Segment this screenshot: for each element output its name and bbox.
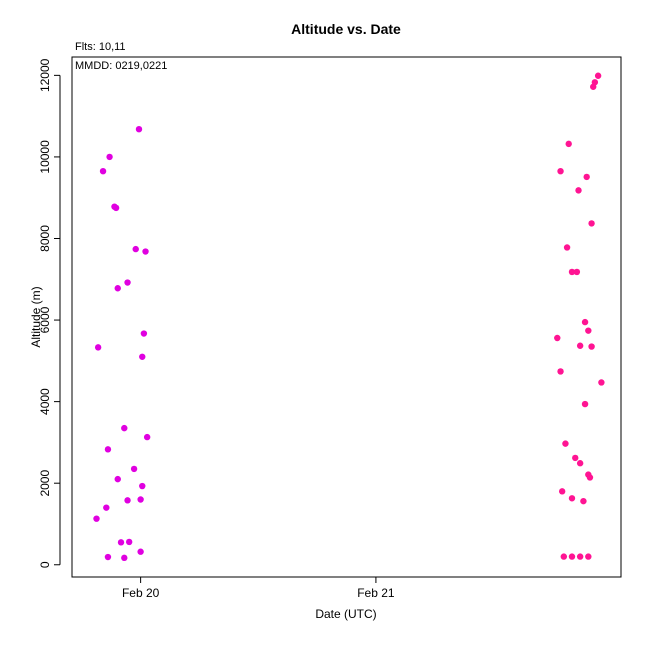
y-tick-label: 6000: [38, 306, 52, 333]
data-point: [140, 330, 148, 337]
data-point: [585, 327, 592, 334]
y-axis: 0 2000 4000 6000 8000 10000 12000: [38, 58, 61, 568]
data-point: [137, 548, 144, 555]
data-point: [112, 204, 120, 212]
data-point: [557, 368, 564, 375]
data-point: [124, 497, 131, 504]
data-point: [103, 504, 110, 511]
data-point: [135, 125, 143, 133]
data-point: [576, 553, 584, 560]
x-axis: Feb 20 Feb 21: [122, 576, 395, 600]
data-point: [573, 268, 581, 276]
plot-frame: [71, 56, 622, 578]
data-point: [594, 72, 602, 79]
data-point: [557, 167, 564, 175]
y-tick-label: 0: [38, 561, 52, 568]
data-point: [568, 553, 576, 560]
data-point: [575, 187, 582, 194]
data-point: [125, 538, 133, 546]
y-tick-label: 10000: [38, 140, 52, 174]
data-point: [139, 482, 146, 490]
y-tick-label: 12000: [38, 58, 52, 92]
data-point: [563, 244, 571, 251]
y-tick-label: 2000: [38, 470, 52, 497]
data-point: [581, 318, 589, 326]
data-point: [554, 334, 561, 342]
data-point: [139, 353, 146, 360]
data-point: [585, 553, 592, 560]
data-point: [130, 465, 138, 473]
data-point: [121, 424, 128, 432]
data-point: [562, 440, 569, 447]
y-axis-label: Altitude (m): [29, 286, 43, 347]
data-point: [580, 497, 587, 505]
data-point: [598, 379, 605, 386]
data-point: [143, 433, 151, 441]
data-point: [99, 167, 107, 175]
data-point: [558, 488, 566, 495]
data-point: [114, 475, 121, 483]
data-point: [560, 553, 568, 560]
x-axis-label: Date (UTC): [315, 607, 376, 621]
data-point: [588, 343, 595, 350]
data-point: [142, 248, 149, 255]
data-point: [565, 140, 572, 148]
mmdd-annotation: MMDD: 0219,0221: [75, 60, 167, 72]
data-point: [588, 220, 595, 227]
data-point: [576, 460, 584, 467]
data-point: [114, 285, 121, 292]
data-point: [93, 515, 100, 522]
data-point: [132, 245, 139, 253]
flights-annotation: Flts: 10,11: [75, 41, 126, 53]
data-points: [93, 72, 605, 562]
data-point: [581, 400, 589, 408]
data-point: [94, 344, 102, 351]
y-tick-label: 8000: [38, 225, 52, 252]
data-point: [576, 342, 584, 349]
data-point: [121, 554, 128, 562]
chart-title: Altitude vs. Date: [291, 21, 401, 37]
y-tick-label: 4000: [38, 388, 52, 415]
data-point: [104, 553, 112, 561]
data-point: [568, 495, 576, 502]
data-point: [572, 454, 579, 462]
data-point: [591, 79, 599, 86]
data-point: [106, 153, 113, 161]
data-point: [137, 496, 144, 503]
data-point: [586, 474, 594, 481]
data-point: [124, 279, 131, 286]
data-point: [117, 539, 125, 546]
x-tick-label: Feb 21: [357, 586, 395, 600]
data-point: [568, 268, 576, 276]
data-point: [104, 446, 112, 453]
x-tick-label: Feb 20: [122, 586, 160, 600]
data-point: [583, 173, 590, 181]
